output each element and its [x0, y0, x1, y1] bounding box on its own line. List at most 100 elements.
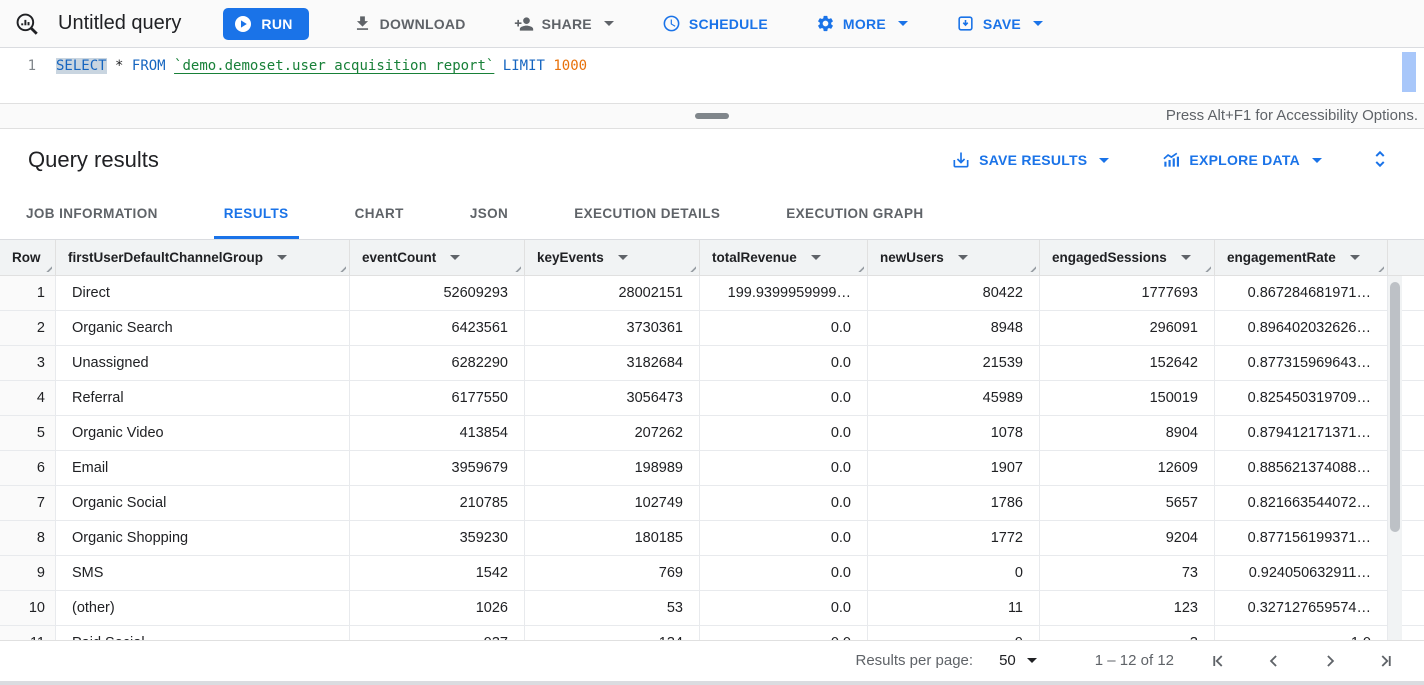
- data-cell: 210785: [350, 486, 525, 520]
- data-cell: 0.0: [700, 486, 868, 520]
- table-scrollbar-thumb[interactable]: [1390, 282, 1400, 532]
- column-header-Row: Row: [0, 240, 56, 275]
- column-menu-icon[interactable]: [450, 255, 461, 260]
- next-page-button[interactable]: [1318, 649, 1342, 673]
- save-button[interactable]: SAVE: [952, 8, 1047, 39]
- first-page-button[interactable]: [1206, 649, 1230, 673]
- schedule-button[interactable]: SCHEDULE: [658, 8, 772, 39]
- data-cell: 1542: [350, 556, 525, 590]
- results-per-page-label: Results per page:: [855, 652, 974, 669]
- splitter-drag-handle[interactable]: [695, 113, 729, 119]
- data-cell: 0.0: [700, 591, 868, 625]
- data-cell: 80422: [868, 276, 1040, 310]
- chevron-down-icon: [603, 21, 614, 26]
- data-cell: 0.825450319709…: [1215, 381, 1388, 415]
- data-cell: 0.0: [700, 311, 868, 345]
- data-cell: 0.327127659574…: [1215, 591, 1388, 625]
- share-label: SHARE: [541, 15, 592, 32]
- column-label: firstUserDefaultChannelGroup: [68, 250, 264, 265]
- run-button[interactable]: RUN: [223, 7, 309, 40]
- previous-page-button[interactable]: [1262, 649, 1286, 673]
- column-resize-handle[interactable]: [1375, 263, 1384, 272]
- last-page-button[interactable]: [1374, 649, 1398, 673]
- results-table: Row firstUserDefaultChannelGroup eventCoun…: [0, 240, 1424, 640]
- data-cell: 12609: [1040, 451, 1215, 485]
- explore-data-icon: [1163, 152, 1180, 167]
- column-menu-icon[interactable]: [617, 255, 628, 260]
- page-range-label: 1 – 12 of 12: [1094, 652, 1174, 669]
- results-actions: SAVE RESULTS EXPLORE DATA: [903, 144, 1394, 177]
- download-button[interactable]: DOWNLOAD: [349, 8, 470, 39]
- sql-text: SELECT * FROM `demo.demoset.user_acquisi…: [56, 56, 587, 76]
- column-resize-handle[interactable]: [1202, 263, 1211, 272]
- data-cell: 0.0: [700, 556, 868, 590]
- results-table-header: Row firstUserDefaultChannelGroup eventCoun…: [0, 240, 1424, 276]
- column-resize-handle[interactable]: [512, 263, 521, 272]
- chevron-down-icon: [1312, 157, 1322, 163]
- sql-table-reference[interactable]: `demo.demoset.user_acquisition_report`: [174, 58, 495, 74]
- row-number-cell: 8: [0, 521, 56, 555]
- explore-data-button[interactable]: EXPLORE DATA: [1157, 144, 1326, 176]
- data-cell: 1772: [868, 521, 1040, 555]
- column-header-totalRevenue[interactable]: totalRevenue: [700, 240, 868, 275]
- row-number-cell: 11: [0, 626, 56, 640]
- tab-job-information[interactable]: JOB INFORMATION: [16, 191, 168, 239]
- editor-scrollbar[interactable]: [1402, 52, 1416, 92]
- data-cell: 8904: [1040, 416, 1215, 450]
- column-menu-icon[interactable]: [1180, 255, 1191, 260]
- table-row: 10 (other) 1026 53 0.0 11 123 0.327127659574…: [0, 591, 1424, 626]
- tab-execution-graph[interactable]: EXECUTION GRAPH: [776, 191, 933, 239]
- pagination-bar: Results per page: 50 1 – 12 of 12: [0, 640, 1424, 680]
- data-cell: 0.0: [700, 416, 868, 450]
- page-size-select[interactable]: 50: [993, 651, 1043, 670]
- column-header-newUsers[interactable]: newUsers: [868, 240, 1040, 275]
- tab-chart[interactable]: CHART: [345, 191, 414, 239]
- column-menu-icon[interactable]: [1349, 255, 1360, 260]
- share-button[interactable]: SHARE: [510, 8, 618, 40]
- results-title: Query results: [28, 147, 159, 172]
- person-add-icon: [514, 16, 533, 31]
- column-header-eventCount[interactable]: eventCount: [350, 240, 525, 275]
- table-row: 6 Email 3959679 198989 0.0 1907 12609 0.8856213…: [0, 451, 1424, 486]
- expand-results-button[interactable]: [1366, 144, 1394, 177]
- data-cell: 769: [525, 556, 700, 590]
- table-scrollbar[interactable]: [1388, 276, 1402, 640]
- chevron-down-icon: [897, 21, 908, 26]
- data-cell: Direct: [56, 276, 350, 310]
- column-label: keyEvents: [537, 250, 604, 265]
- save-results-button[interactable]: SAVE RESULTS: [947, 144, 1113, 176]
- column-menu-icon[interactable]: [277, 255, 288, 260]
- column-menu-icon[interactable]: [957, 255, 968, 260]
- sql-code-line[interactable]: 1 SELECT * FROM `demo.demoset.user_acqui…: [0, 48, 1424, 76]
- data-cell: 198989: [525, 451, 700, 485]
- more-button[interactable]: MORE: [812, 8, 912, 39]
- column-resize-handle[interactable]: [855, 263, 864, 272]
- data-cell: 6423561: [350, 311, 525, 345]
- column-label: newUsers: [880, 250, 944, 265]
- column-resize-handle[interactable]: [337, 263, 346, 272]
- tab-results[interactable]: RESULTS: [213, 191, 299, 239]
- results-header: Query results SAVE RESULTS EXPLORE DATA: [0, 129, 1424, 191]
- column-menu-icon[interactable]: [810, 255, 821, 260]
- sql-editor[interactable]: 1 SELECT * FROM `demo.demoset.user_acqui…: [0, 48, 1424, 103]
- pane-splitter: Press Alt+F1 for Accessibility Options.: [0, 103, 1424, 129]
- data-cell: 52609293: [350, 276, 525, 310]
- column-resize-handle[interactable]: [1027, 263, 1036, 272]
- chevron-down-icon: [1033, 21, 1044, 26]
- chevron-down-icon: [1026, 658, 1037, 663]
- column-header-engagedSessions[interactable]: engagedSessions: [1040, 240, 1215, 275]
- data-cell: Organic Video: [56, 416, 350, 450]
- tab-json[interactable]: JSON: [460, 191, 518, 239]
- clock-icon: [663, 15, 680, 32]
- sql-keyword-limit: LIMIT: [502, 58, 545, 74]
- column-resize-handle[interactable]: [687, 263, 696, 272]
- column-resize-handle[interactable]: [43, 263, 52, 272]
- tab-execution-details[interactable]: EXECUTION DETAILS: [564, 191, 730, 239]
- data-cell: 0.0: [700, 451, 868, 485]
- column-header-engagementRate[interactable]: engagementRate: [1215, 240, 1388, 275]
- table-row: 11Paid Social9371340.0931.0: [0, 626, 1424, 640]
- column-header-firstUserDefaultChannelGroup[interactable]: firstUserDefaultChannelGroup: [56, 240, 350, 275]
- column-header-keyEvents[interactable]: keyEvents: [525, 240, 700, 275]
- data-cell: 3: [1040, 626, 1215, 640]
- table-row: 8 Organic Shopping 359230 180185 0.0 1772 9204…: [0, 521, 1424, 556]
